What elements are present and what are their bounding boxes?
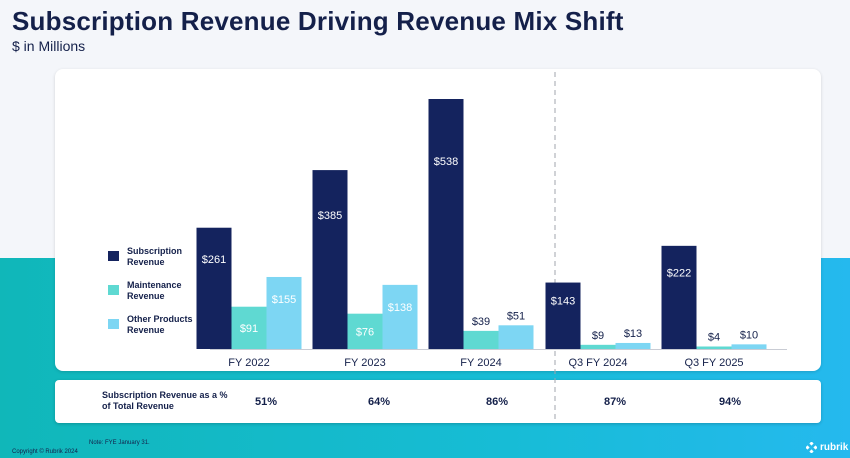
data-label: $9	[592, 330, 604, 342]
bar	[731, 344, 767, 349]
data-label: $261	[202, 254, 226, 266]
data-label: $385	[318, 210, 342, 222]
data-label: $143	[551, 295, 575, 307]
bar	[661, 245, 697, 349]
bar	[266, 276, 302, 349]
page-subtitle: $ in Millions	[12, 38, 86, 54]
percent-value: 51%	[254, 396, 278, 408]
percent-value: 64%	[367, 396, 391, 408]
x-tick-label: FY 2022	[228, 357, 269, 369]
legend-swatch	[108, 285, 119, 295]
bar	[428, 99, 464, 349]
percent-row-label: Subscription Revenue as a % of Total Rev…	[102, 390, 228, 411]
bar	[545, 282, 581, 349]
x-tick-label: FY 2023	[344, 357, 385, 369]
data-label: $4	[708, 332, 720, 344]
bar	[580, 344, 616, 349]
bar	[463, 330, 499, 349]
percent-value: 87%	[603, 396, 627, 408]
data-label: $39	[472, 316, 490, 328]
page-title: Subscription Revenue Driving Revenue Mix…	[12, 6, 624, 36]
percent-value: 94%	[718, 396, 742, 408]
data-label: $538	[434, 156, 458, 168]
data-label: $10	[740, 329, 758, 341]
x-tick-label: Q3 FY 2024	[568, 357, 627, 369]
rubrik-logo-icon	[806, 441, 817, 453]
bar	[231, 306, 267, 349]
legend-label: Maintenance Revenue	[127, 280, 182, 301]
bar	[347, 313, 383, 349]
footnote: Note: FYE January 31.	[89, 440, 150, 446]
bar	[696, 346, 732, 349]
legend-label: Other Products Revenue	[127, 314, 193, 335]
data-label: $76	[356, 326, 374, 338]
percent-value: 86%	[485, 396, 509, 408]
bar	[196, 227, 232, 349]
copyright-text: Copyright © Rubrik 2024	[12, 449, 78, 455]
legend-swatch	[108, 251, 119, 261]
brand-logo: rubrik	[806, 440, 848, 454]
x-tick-label: FY 2024	[460, 357, 501, 369]
data-label: $138	[388, 302, 412, 314]
percent-row-card: Subscription Revenue as a % of Total Rev…	[55, 380, 821, 423]
bar	[312, 170, 348, 349]
logo-text: rubrik	[820, 441, 849, 453]
bar	[615, 342, 651, 349]
x-tick-label: Q3 FY 2025	[684, 357, 743, 369]
bar	[382, 284, 418, 349]
legend-label: Subscription Revenue	[127, 246, 183, 267]
data-label: $91	[240, 323, 258, 335]
data-label: $51	[507, 310, 525, 322]
data-label: $222	[667, 268, 691, 280]
bar	[498, 325, 534, 349]
data-label: $155	[272, 294, 296, 306]
data-label: $13	[624, 328, 642, 340]
legend-swatch	[108, 319, 119, 329]
